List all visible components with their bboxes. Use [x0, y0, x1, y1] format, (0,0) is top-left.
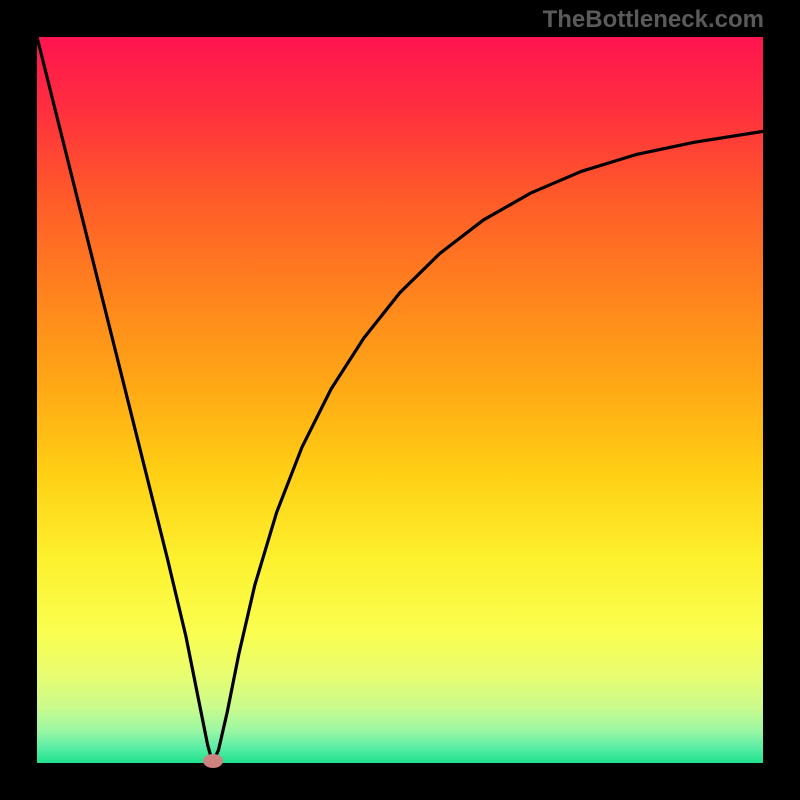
watermark-text: TheBottleneck.com — [543, 6, 764, 34]
plot-area — [37, 37, 763, 763]
bottleneck-curve — [37, 37, 763, 763]
minimum-marker — [203, 754, 223, 768]
chart-frame: TheBottleneck.com — [0, 0, 800, 800]
